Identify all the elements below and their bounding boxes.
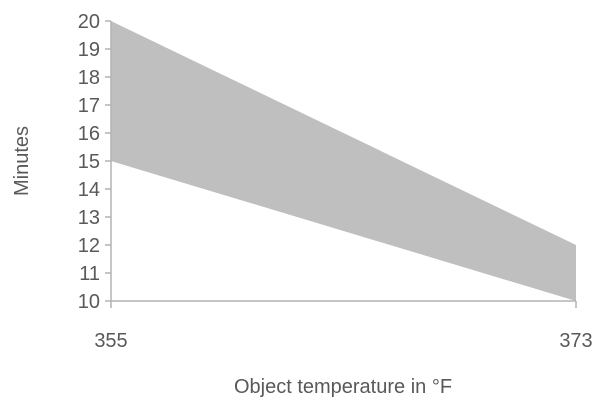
y-tick-label: 14 — [78, 179, 100, 201]
y-axis-title: Minutes — [11, 126, 33, 196]
x-tick-label: 373 — [559, 330, 592, 352]
axes — [105, 20, 577, 308]
y-tick-label: 15 — [78, 151, 100, 173]
y-tick-label: 10 — [78, 291, 100, 313]
range-band-0 — [111, 21, 576, 301]
plot-area — [111, 21, 576, 301]
y-tick-label: 17 — [78, 95, 100, 117]
tick-labels: 10 11 12 13 14 15 16 17 18 19 20 355 373 — [78, 11, 593, 352]
x-axis-title: Object temperature in °F — [234, 376, 452, 398]
y-tick-label: 19 — [78, 39, 100, 61]
y-tick-label: 13 — [78, 207, 100, 229]
y-tick-label: 11 — [79, 263, 100, 285]
y-tick-label: 12 — [78, 235, 100, 257]
y-tick-label: 20 — [78, 11, 100, 33]
y-tick-label: 16 — [78, 123, 100, 145]
y-tick-label: 18 — [78, 67, 100, 89]
x-tick-label: 355 — [94, 330, 127, 352]
